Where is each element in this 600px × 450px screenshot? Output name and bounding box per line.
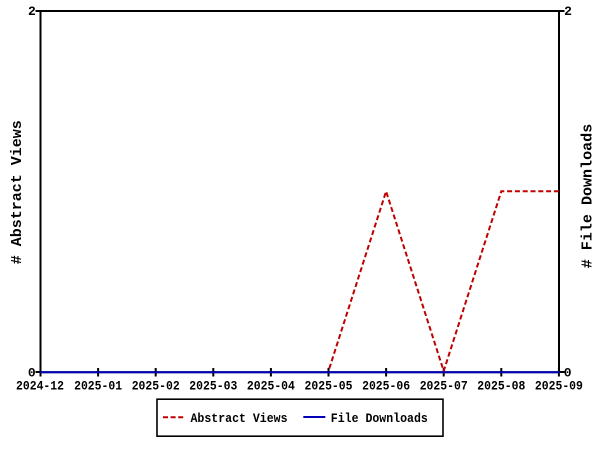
svg-text:2025-04: 2025-04 bbox=[247, 379, 295, 394]
svg-text:File Downloads: File Downloads bbox=[331, 411, 428, 426]
svg-text:2024-12: 2024-12 bbox=[16, 379, 64, 394]
svg-text:2025-05: 2025-05 bbox=[305, 379, 353, 394]
svg-text:2: 2 bbox=[564, 4, 572, 19]
svg-text:2025-07: 2025-07 bbox=[420, 379, 468, 394]
svg-text:2025-02: 2025-02 bbox=[132, 379, 180, 394]
svg-text:2025-08: 2025-08 bbox=[477, 379, 525, 394]
svg-text:0: 0 bbox=[28, 366, 36, 381]
svg-text:0: 0 bbox=[564, 365, 572, 380]
svg-text:2025-01: 2025-01 bbox=[74, 379, 122, 394]
svg-text:2025-03: 2025-03 bbox=[189, 379, 237, 394]
svg-text:2: 2 bbox=[28, 4, 36, 19]
svg-text:2025-09: 2025-09 bbox=[535, 379, 583, 394]
svg-text:# File Downloads: # File Downloads bbox=[579, 124, 596, 269]
svg-text:# Abstract Views: # Abstract Views bbox=[9, 120, 26, 264]
svg-text:2025-06: 2025-06 bbox=[362, 379, 410, 394]
svg-text:Abstract Views: Abstract Views bbox=[191, 411, 288, 426]
